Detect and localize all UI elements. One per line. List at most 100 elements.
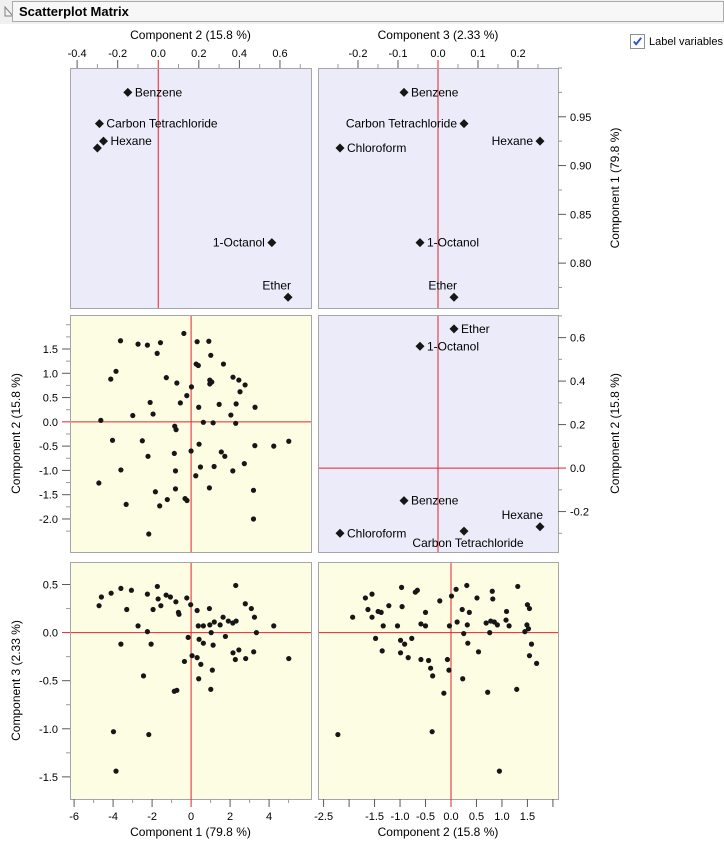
data-point[interactable] xyxy=(422,609,429,616)
loading-marker-diamond[interactable] xyxy=(283,292,293,302)
data-point[interactable] xyxy=(399,604,405,610)
data-point[interactable] xyxy=(460,676,466,682)
data-point[interactable] xyxy=(188,448,194,454)
data-point[interactable] xyxy=(483,620,489,626)
data-point[interactable] xyxy=(233,401,239,407)
data-point[interactable] xyxy=(218,449,224,455)
data-point[interactable] xyxy=(230,374,236,380)
data-point[interactable] xyxy=(459,606,465,613)
data-point[interactable] xyxy=(211,619,217,625)
data-point[interactable] xyxy=(196,636,202,642)
data-point[interactable] xyxy=(448,593,455,599)
data-point[interactable] xyxy=(164,496,170,503)
data-point[interactable] xyxy=(394,623,401,629)
loading-marker-diamond[interactable] xyxy=(123,87,133,97)
data-point[interactable] xyxy=(197,464,204,470)
data-point[interactable] xyxy=(98,417,104,423)
loading-marker-diamond[interactable] xyxy=(92,143,102,153)
data-point[interactable] xyxy=(446,667,452,673)
data-point[interactable] xyxy=(362,595,368,601)
data-point[interactable] xyxy=(444,656,451,663)
data-point[interactable] xyxy=(494,622,500,628)
data-point[interactable] xyxy=(243,655,249,662)
data-point[interactable] xyxy=(487,629,493,636)
loading-marker-diamond[interactable] xyxy=(94,119,104,129)
data-point[interactable] xyxy=(118,467,124,473)
data-point[interactable] xyxy=(130,412,136,419)
data-point[interactable] xyxy=(145,453,151,459)
data-point[interactable] xyxy=(490,596,496,602)
data-point[interactable] xyxy=(464,582,470,589)
data-point[interactable] xyxy=(465,640,471,646)
data-point[interactable] xyxy=(286,438,292,444)
data-point[interactable] xyxy=(232,656,238,663)
data-point[interactable] xyxy=(113,768,119,774)
data-point[interactable] xyxy=(454,619,460,625)
data-point[interactable] xyxy=(193,473,199,479)
data-point[interactable] xyxy=(117,338,124,344)
data-point[interactable] xyxy=(174,380,180,386)
loading-marker-diamond[interactable] xyxy=(399,496,409,506)
data-point[interactable] xyxy=(386,603,392,609)
data-point[interactable] xyxy=(441,690,447,696)
data-point[interactable] xyxy=(174,687,180,693)
data-point[interactable] xyxy=(242,382,248,388)
data-point[interactable] xyxy=(489,588,495,594)
data-point[interactable] xyxy=(528,641,535,647)
loading-marker-diamond[interactable] xyxy=(267,238,277,248)
panel-scores-c1-vs-c3[interactable] xyxy=(70,562,312,800)
data-point[interactable] xyxy=(525,626,532,632)
data-point[interactable] xyxy=(146,731,152,738)
data-point[interactable] xyxy=(181,330,187,337)
data-point[interactable] xyxy=(248,605,254,612)
data-point[interactable] xyxy=(397,637,404,643)
loading-marker-diamond[interactable] xyxy=(335,528,345,538)
data-point[interactable] xyxy=(123,501,129,508)
data-point[interactable] xyxy=(144,591,151,597)
data-point[interactable] xyxy=(96,603,102,609)
data-point[interactable] xyxy=(515,583,521,590)
data-point[interactable] xyxy=(96,480,102,486)
data-point[interactable] xyxy=(236,377,242,383)
data-point[interactable] xyxy=(188,602,194,608)
data-point[interactable] xyxy=(271,443,277,449)
data-point[interactable] xyxy=(365,606,371,613)
loading-marker-diamond[interactable] xyxy=(335,143,345,153)
data-point[interactable] xyxy=(154,583,160,590)
data-point[interactable] xyxy=(189,653,195,659)
data-point[interactable] xyxy=(506,623,512,629)
loading-marker-diamond[interactable] xyxy=(98,136,108,146)
data-point[interactable] xyxy=(194,607,200,614)
data-point[interactable] xyxy=(210,420,216,426)
data-point[interactable] xyxy=(167,594,174,600)
loading-marker-diamond[interactable] xyxy=(459,526,469,536)
data-point[interactable] xyxy=(176,611,182,617)
data-point[interactable] xyxy=(524,602,531,608)
data-point[interactable] xyxy=(158,603,164,609)
data-point[interactable] xyxy=(485,689,491,695)
data-point[interactable] xyxy=(242,601,248,607)
data-point[interactable] xyxy=(230,620,236,626)
data-point[interactable] xyxy=(372,635,379,641)
disclosure-triangle-icon[interactable] xyxy=(2,4,16,20)
data-point[interactable] xyxy=(514,686,520,692)
data-point[interactable] xyxy=(526,605,533,612)
data-point[interactable] xyxy=(194,339,200,345)
data-point[interactable] xyxy=(150,606,156,613)
data-point[interactable] xyxy=(171,450,177,457)
data-point[interactable] xyxy=(522,629,528,635)
data-point[interactable] xyxy=(208,629,214,636)
data-point[interactable] xyxy=(398,584,405,590)
data-point[interactable] xyxy=(184,497,190,504)
data-point[interactable] xyxy=(380,623,386,629)
data-point[interactable] xyxy=(98,594,104,600)
data-point[interactable] xyxy=(200,623,206,629)
data-point[interactable] xyxy=(430,673,436,679)
data-point[interactable] xyxy=(128,587,135,593)
data-point[interactable] xyxy=(222,453,228,459)
data-point[interactable] xyxy=(200,640,206,646)
data-point[interactable] xyxy=(195,623,201,629)
data-point[interactable] xyxy=(196,441,202,447)
data-point[interactable] xyxy=(446,623,453,629)
data-point[interactable] xyxy=(207,622,213,628)
